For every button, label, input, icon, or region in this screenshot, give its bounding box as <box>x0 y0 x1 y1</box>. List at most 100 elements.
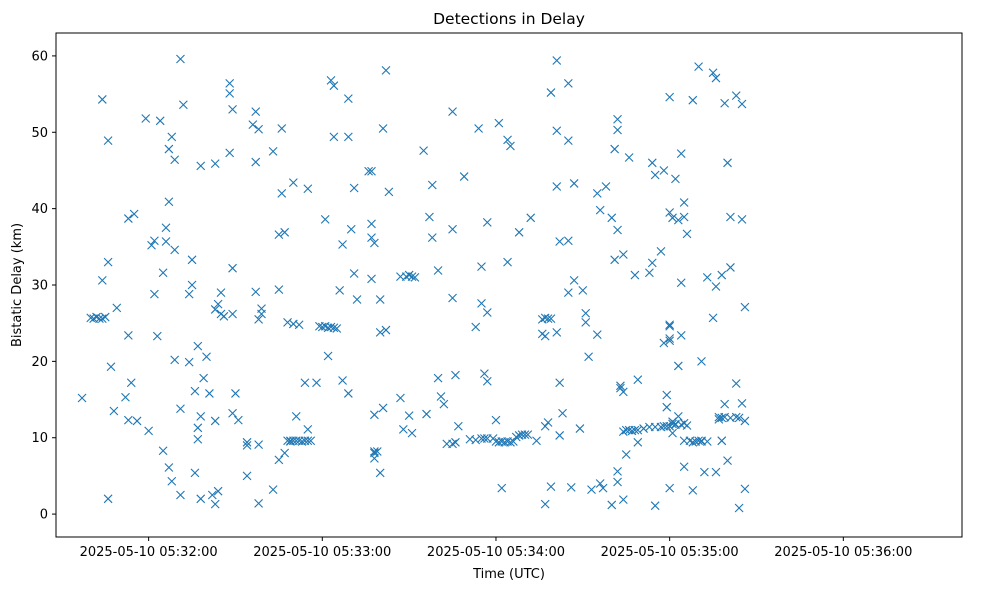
data-point <box>668 213 677 223</box>
data-point <box>563 288 573 298</box>
data-point <box>688 437 698 447</box>
data-point <box>274 285 284 294</box>
data-point <box>312 378 321 388</box>
data-point <box>205 389 214 398</box>
data-point <box>349 183 359 193</box>
data-point <box>349 269 359 278</box>
data-point <box>740 302 750 312</box>
data-point <box>167 132 177 142</box>
data-point <box>375 295 385 304</box>
y-tick-label: 60 <box>31 49 48 64</box>
data-point <box>219 311 229 321</box>
data-point <box>607 213 617 223</box>
data-point <box>697 356 706 366</box>
y-axis: 0 10 20 30 40 50 60 <box>31 49 56 523</box>
data-point <box>734 413 744 423</box>
data-point <box>300 378 310 388</box>
data-point <box>367 233 376 243</box>
data-point <box>254 124 264 134</box>
data-point <box>288 178 298 188</box>
data-point <box>474 124 483 133</box>
data-point <box>193 423 203 433</box>
data-point <box>731 379 741 388</box>
data-point <box>526 213 536 223</box>
data-point <box>338 376 347 385</box>
data-point <box>624 153 634 162</box>
data-point <box>552 327 562 337</box>
data-point <box>702 272 712 282</box>
data-point <box>251 287 261 297</box>
data-point <box>595 479 605 488</box>
data-point <box>291 411 301 421</box>
data-point <box>471 435 481 445</box>
data-point <box>97 276 107 285</box>
data-point <box>364 166 374 176</box>
data-point <box>433 373 443 383</box>
data-point <box>268 485 278 495</box>
data-point <box>274 455 284 465</box>
chart-title: Detections in Delay <box>433 10 585 28</box>
data-point <box>152 331 162 341</box>
data-point <box>427 233 437 243</box>
data-point <box>210 416 220 426</box>
data-point <box>563 236 573 246</box>
data-point <box>202 352 211 362</box>
data-point <box>106 362 116 372</box>
data-point <box>164 463 174 472</box>
data-point <box>193 341 203 351</box>
data-point <box>294 320 304 330</box>
data-point <box>555 237 565 246</box>
data-point <box>396 393 405 403</box>
data-point <box>726 263 735 272</box>
data-point <box>723 158 732 168</box>
data-point <box>639 424 648 433</box>
data-point <box>451 370 460 380</box>
data-point <box>708 68 718 78</box>
data-point <box>92 312 101 322</box>
data-point <box>326 322 336 332</box>
data-point <box>520 430 530 440</box>
data-point <box>734 503 744 513</box>
data-point <box>210 499 220 509</box>
data-point <box>95 314 104 323</box>
x-tick-label: 2025-05-10 05:34:00 <box>427 545 565 560</box>
data-point <box>711 282 721 291</box>
data-point <box>546 88 556 97</box>
data-point <box>610 144 620 154</box>
data-point <box>228 104 237 114</box>
data-point <box>665 334 675 343</box>
data-point <box>503 257 512 267</box>
data-point <box>688 95 698 105</box>
data-point <box>555 431 565 440</box>
data-point <box>427 180 437 190</box>
data-point <box>662 390 672 400</box>
data-point <box>552 126 562 136</box>
data-point <box>665 321 675 331</box>
data-point <box>123 331 133 340</box>
data-point <box>671 174 680 184</box>
data-point <box>170 155 180 165</box>
data-point <box>248 120 258 130</box>
data-point <box>497 483 507 493</box>
data-point <box>682 229 692 239</box>
data-point <box>650 501 660 511</box>
data-point <box>563 79 573 88</box>
data-point <box>228 263 237 273</box>
data-point <box>569 276 579 285</box>
data-point <box>482 217 492 227</box>
data-point <box>650 170 660 180</box>
data-point <box>251 157 261 167</box>
data-point <box>552 182 562 191</box>
data-point <box>242 440 252 450</box>
data-point <box>158 268 168 278</box>
data-point <box>726 212 735 222</box>
y-tick-label: 40 <box>31 202 48 217</box>
data-point <box>303 184 313 194</box>
data-point <box>546 314 556 323</box>
data-point <box>618 387 628 397</box>
data-point <box>161 223 171 233</box>
data-point <box>699 467 709 477</box>
data-point <box>433 266 443 275</box>
data-point <box>618 250 628 259</box>
data-point <box>254 314 264 324</box>
